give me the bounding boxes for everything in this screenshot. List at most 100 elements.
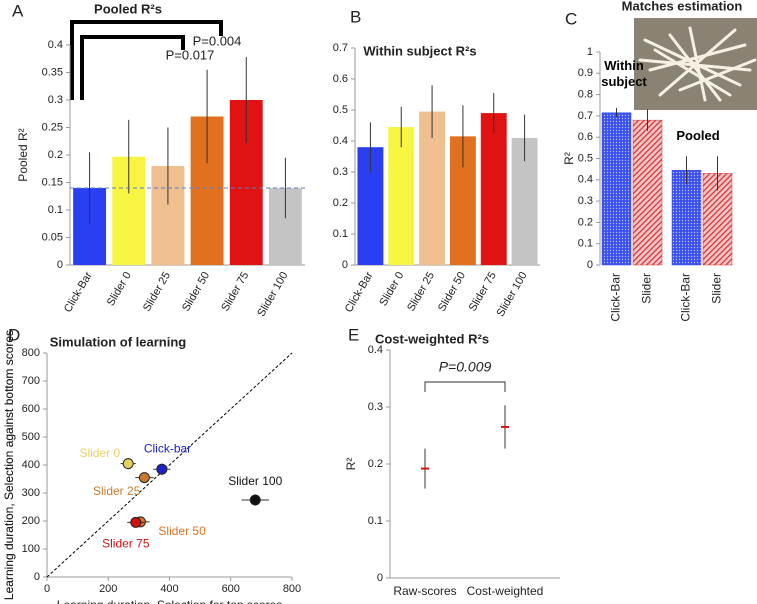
y-tick-label: 0.3 xyxy=(578,195,593,207)
y-tick-label: 0.7 xyxy=(578,110,593,122)
x-tick-label: Cost-weighted xyxy=(467,584,544,598)
chart-title: Cost-weighted R²s xyxy=(375,331,489,346)
y-tick-label: 0.1 xyxy=(333,228,348,240)
y-tick-label: 0.4 xyxy=(368,344,383,356)
bar xyxy=(480,113,507,265)
y-tick-label: 0.2 xyxy=(368,458,383,470)
x-tick-label: 0 xyxy=(44,583,50,595)
x-tick-label: Slider 0 xyxy=(105,270,134,308)
bar xyxy=(632,119,663,266)
x-tick-label: Slider 25 xyxy=(405,270,437,314)
y-tick-label: 100 xyxy=(22,543,40,555)
y-tick-label: 0.4 xyxy=(333,135,348,147)
y-axis-label: Learning duration, Selection against bot… xyxy=(2,330,16,600)
panel-label: C xyxy=(565,9,577,28)
y-tick-label: 0.2 xyxy=(333,197,348,209)
x-tick-label: Slider 75 xyxy=(219,270,251,314)
y-tick-label: 0.3 xyxy=(48,94,63,106)
y-axis-label: Learning duration, Selection against bot… xyxy=(2,330,16,600)
y-tick-label: 500 xyxy=(22,431,40,443)
y-tick-label: 0.2 xyxy=(48,149,63,161)
y-tick-label: 700 xyxy=(22,375,40,387)
point-label: Slider 50 xyxy=(158,524,206,538)
y-tick-label: 0.05 xyxy=(42,231,63,243)
y-tick-label: 200 xyxy=(22,515,40,527)
panel-label: A xyxy=(12,1,24,20)
significance-bracket xyxy=(70,20,223,100)
x-tick-label: Slider 50 xyxy=(180,270,212,314)
annotation: P=0.004 xyxy=(193,33,242,48)
y-tick-label: 0.6 xyxy=(578,131,593,143)
x-tick-label: 400 xyxy=(160,583,178,595)
matches-photo xyxy=(634,18,757,110)
y-tick-label: 0 xyxy=(34,571,40,583)
y-tick-label: 0.3 xyxy=(333,166,348,178)
y-tick-label: 600 xyxy=(22,403,40,415)
bar xyxy=(671,169,702,266)
x-tick-label: Slider 100 xyxy=(495,270,530,319)
x-tick-label: 800 xyxy=(283,583,301,595)
y-tick-label: 0 xyxy=(587,259,593,271)
x-tick-label: Slider 50 xyxy=(436,270,468,314)
y-tick-label: 0.9 xyxy=(578,67,593,79)
point xyxy=(156,463,168,475)
y-tick-label: 0 xyxy=(342,259,348,271)
y-tick-label: 300 xyxy=(22,487,40,499)
x-tick-label: Slider xyxy=(640,273,654,304)
x-axis-label: Learning duration, Selection for top sco… xyxy=(57,598,282,604)
bar xyxy=(388,127,415,265)
annotation: P=0.009 xyxy=(439,359,492,375)
x-tick-label: 200 xyxy=(99,583,117,595)
y-tick-label: 800 xyxy=(22,347,40,359)
point-label: Slider 25 xyxy=(93,484,141,498)
x-tick-label: Slider xyxy=(710,273,724,304)
y-tick-label: 0.15 xyxy=(42,176,63,188)
group-label: Pooled xyxy=(676,128,720,143)
x-tick-label: Slider 0 xyxy=(377,270,406,308)
x-tick-label: Click-Bar xyxy=(679,273,693,322)
point-label: Click-bar xyxy=(144,441,191,455)
diagonal xyxy=(46,352,293,578)
y-tick-label: 0.1 xyxy=(368,515,383,527)
x-tick-label: 600 xyxy=(222,583,240,595)
y-tick-label: 0.3 xyxy=(368,401,383,413)
y-tick-label: 400 xyxy=(22,459,40,471)
y-tick-label: 0.7 xyxy=(333,42,348,54)
chart-title: Matches estimation xyxy=(622,0,743,13)
y-tick-label: 0 xyxy=(57,259,63,271)
x-tick-label: Slider 75 xyxy=(467,270,499,314)
panel-label: E xyxy=(348,325,359,344)
annotation: P=0.017 xyxy=(166,47,215,62)
point xyxy=(122,458,134,470)
point-label: Slider 100 xyxy=(228,474,282,488)
y-tick-label: 0.25 xyxy=(42,121,63,133)
y-axis-label: Pooled R² xyxy=(16,128,30,181)
y-tick-label: 0 xyxy=(377,572,383,584)
chart-title: Within subject R²s xyxy=(363,43,476,58)
y-axis-label: R² xyxy=(562,152,576,165)
point xyxy=(249,494,261,506)
x-tick-label: Raw-scores xyxy=(393,584,456,598)
y-tick-label: 0.5 xyxy=(333,104,348,116)
y-tick-label: 0.8 xyxy=(578,89,593,101)
y-tick-label: 0.4 xyxy=(578,174,593,186)
x-tick-label: Click-Bar xyxy=(609,273,623,322)
y-tick-label: 0.1 xyxy=(578,238,593,250)
y-tick-label: 0.4 xyxy=(48,39,63,51)
chart-title: Simulation of learning xyxy=(50,334,187,349)
group-label: Within subject xyxy=(601,58,647,89)
x-tick-label: Slider 25 xyxy=(141,270,173,314)
chart-title: Pooled R²s xyxy=(94,1,162,16)
point-label: Slider 0 xyxy=(79,446,120,460)
point-label: Slider 75 xyxy=(102,537,150,551)
x-tick-label: Click-Bar xyxy=(62,270,95,315)
y-tick-label: 0.1 xyxy=(48,204,63,216)
point xyxy=(130,516,142,528)
y-tick-label: 1 xyxy=(587,46,593,58)
x-tick-label: Slider 100 xyxy=(255,270,290,319)
x-tick-label: Click-Bar xyxy=(343,270,376,315)
panel-label: B xyxy=(350,7,361,26)
y-tick-label: 0.35 xyxy=(42,66,63,78)
